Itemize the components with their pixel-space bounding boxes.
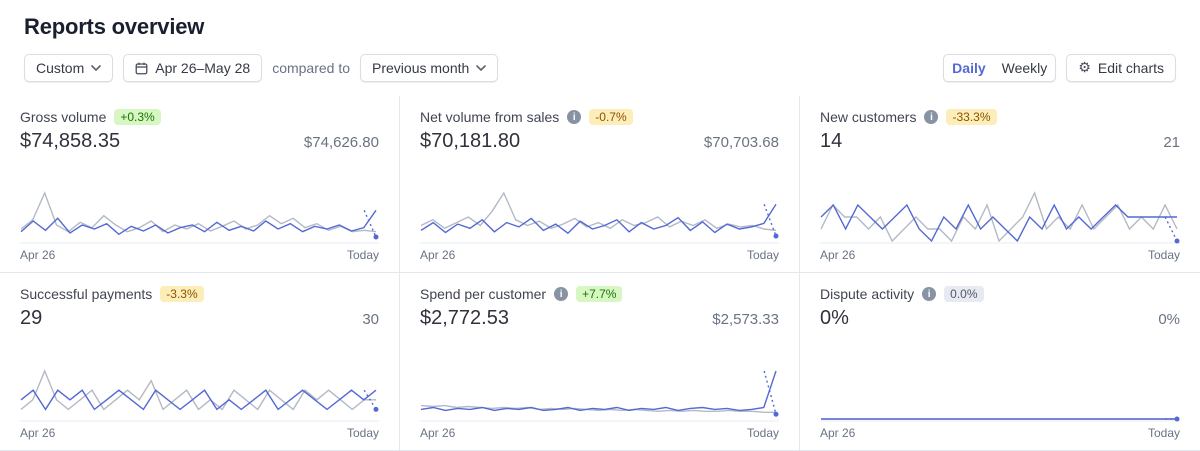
- comparison-label: Previous month: [372, 60, 470, 76]
- comparison-value: 30: [362, 311, 379, 328]
- metric-card-successful-payments: Successful payments i -3.3% 29 30 Apr 26…: [0, 273, 400, 450]
- axis-start-label: Apr 26: [420, 426, 456, 440]
- metric-card-net-volume: Net volume from sales i -0.7% $70,181.80…: [400, 96, 800, 273]
- compared-to-label: compared to: [272, 60, 351, 76]
- edit-charts-button[interactable]: ⚙ Edit charts: [1066, 54, 1176, 82]
- card-header: Spend per customer i +7.7%: [420, 286, 779, 302]
- granularity-toggle: Daily Weekly: [943, 54, 1057, 82]
- info-icon[interactable]: i: [922, 287, 937, 301]
- toolbar-right-group: Daily Weekly ⚙ Edit charts: [943, 54, 1176, 82]
- change-badge: +7.7%: [576, 286, 623, 302]
- change-badge: -3.3%: [160, 286, 204, 302]
- comparison-value: $70,703.68: [703, 134, 779, 151]
- page-title: Reports overview: [24, 14, 205, 39]
- x-axis-labels: Apr 26 Today: [20, 422, 379, 442]
- metric-card-spend-per-customer: Spend per customer i +7.7% $2,772.53 $2,…: [400, 273, 800, 450]
- axis-end-label: Today: [1147, 426, 1180, 440]
- axis-end-label: Today: [346, 426, 379, 440]
- card-values: $2,772.53 $2,573.33: [420, 307, 779, 330]
- card-values: $74,858.35 $74,626.80: [20, 130, 379, 153]
- metric-card-dispute-activity: Dispute activity i 0.0% 0% 0% Apr 26 Tod…: [800, 273, 1200, 450]
- x-axis-labels: Apr 26 Today: [820, 422, 1180, 442]
- range-type-dropdown[interactable]: Custom: [24, 54, 114, 82]
- comparison-value: 0%: [1158, 311, 1180, 328]
- info-icon[interactable]: i: [924, 110, 939, 124]
- metric-label: Spend per customer: [420, 286, 547, 302]
- granularity-weekly[interactable]: Weekly: [1001, 60, 1048, 76]
- metric-value: $70,181.80: [420, 130, 521, 152]
- metrics-grid: Gross volume i +0.3% $74,858.35 $74,626.…: [0, 96, 1200, 451]
- metric-value: 0%: [820, 307, 849, 329]
- axis-end-label: Today: [746, 426, 779, 440]
- sparkline-chart: [20, 364, 379, 422]
- axis-end-label: Today: [1147, 248, 1180, 262]
- x-axis-labels: Apr 26 Today: [420, 422, 779, 442]
- card-values: $70,181.80 $70,703.68: [420, 130, 779, 153]
- edit-charts-label: Edit charts: [1097, 60, 1164, 76]
- comparison-value: $2,573.33: [712, 311, 779, 328]
- x-axis-labels: Apr 26 Today: [20, 244, 379, 264]
- info-icon[interactable]: i: [554, 287, 569, 301]
- axis-end-label: Today: [346, 248, 379, 262]
- comparison-value: $74,626.80: [303, 134, 379, 151]
- sparkline-chart: [420, 186, 779, 244]
- axis-start-label: Apr 26: [820, 426, 856, 440]
- card-header: Net volume from sales i -0.7%: [420, 109, 779, 125]
- toolbar: Custom Apr 26–May 28 compared to Previou…: [0, 46, 1200, 96]
- metric-card-gross-volume: Gross volume i +0.3% $74,858.35 $74,626.…: [0, 96, 400, 273]
- metric-value: $74,858.35: [20, 130, 121, 152]
- chevron-down-icon: [91, 65, 102, 71]
- change-badge: -0.7%: [589, 109, 633, 125]
- card-values: 29 30: [20, 307, 379, 330]
- card-header: Successful payments i -3.3%: [20, 286, 379, 302]
- metric-label: Successful payments: [20, 286, 153, 302]
- metric-value: 29: [20, 307, 43, 329]
- card-header: Dispute activity i 0.0%: [820, 286, 1180, 302]
- metric-label: Gross volume: [20, 109, 107, 125]
- sparkline-chart: [420, 364, 779, 422]
- comparison-value: 21: [1163, 134, 1180, 151]
- change-badge: -33.3%: [946, 109, 997, 125]
- change-badge: 0.0%: [944, 286, 984, 302]
- metric-value: $2,772.53: [420, 307, 509, 329]
- range-type-label: Custom: [36, 60, 85, 76]
- metric-label: Dispute activity: [820, 286, 915, 302]
- date-range-label: Apr 26–May 28: [155, 60, 251, 76]
- x-axis-labels: Apr 26 Today: [420, 244, 779, 264]
- axis-end-label: Today: [746, 248, 779, 262]
- card-values: 14 21: [820, 130, 1180, 153]
- metric-label: New customers: [820, 109, 917, 125]
- card-values: 0% 0%: [820, 307, 1180, 330]
- card-header: Gross volume i +0.3%: [20, 109, 379, 125]
- metric-label: Net volume from sales: [420, 109, 560, 125]
- chevron-down-icon: [476, 65, 487, 71]
- granularity-daily[interactable]: Daily: [952, 60, 986, 76]
- sparkline-chart: [820, 364, 1180, 422]
- axis-start-label: Apr 26: [420, 248, 456, 262]
- axis-start-label: Apr 26: [20, 248, 56, 262]
- comparison-dropdown[interactable]: Previous month: [360, 54, 499, 82]
- axis-start-label: Apr 26: [20, 426, 56, 440]
- axis-start-label: Apr 26: [820, 248, 856, 262]
- calendar-icon: [135, 62, 148, 75]
- metric-value: 14: [820, 130, 843, 152]
- gear-icon: ⚙: [1078, 60, 1091, 76]
- sparkline-chart: [20, 186, 379, 244]
- date-range-button[interactable]: Apr 26–May 28: [123, 54, 263, 82]
- page-header: Reports overview: [0, 0, 1200, 46]
- info-icon[interactable]: i: [567, 110, 582, 124]
- metric-card-new-customers: New customers i -33.3% 14 21 Apr 26 Toda…: [800, 96, 1200, 273]
- card-header: New customers i -33.3%: [820, 109, 1180, 125]
- change-badge: +0.3%: [114, 109, 161, 125]
- x-axis-labels: Apr 26 Today: [820, 244, 1180, 264]
- sparkline-chart: [820, 186, 1180, 244]
